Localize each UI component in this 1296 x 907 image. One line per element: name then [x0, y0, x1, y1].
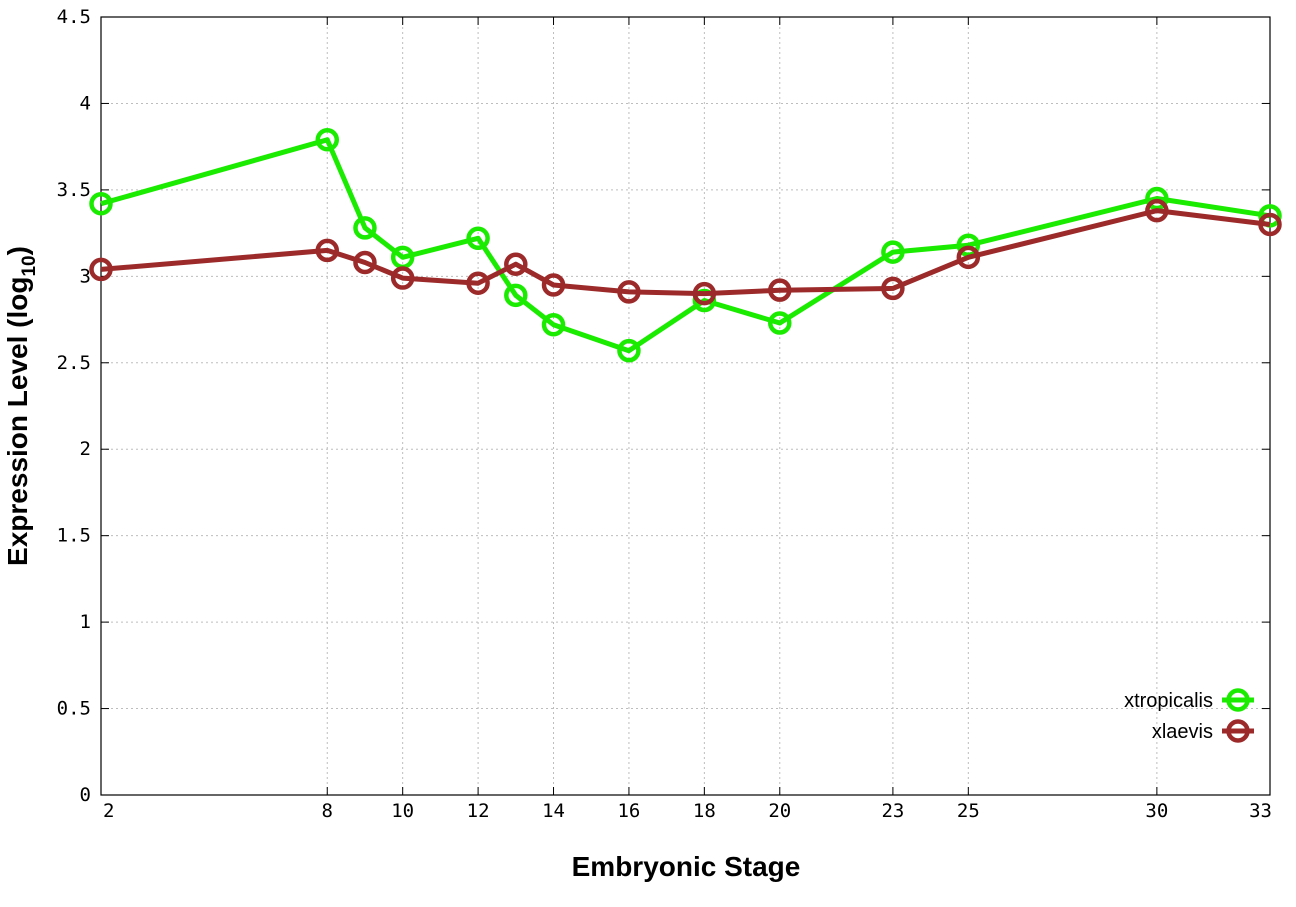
data-point	[353, 216, 377, 240]
y-tick-label: 0	[80, 784, 91, 806]
data-point	[1145, 198, 1169, 223]
y-axis-title: Expression Level (log10)	[2, 246, 40, 566]
y-axis-title-close: )	[2, 246, 33, 255]
data-point	[541, 312, 566, 337]
x-tick-label: 33	[1249, 800, 1272, 822]
x-tick-label: 12	[467, 800, 490, 822]
data-point	[956, 233, 981, 257]
x-tick-label: 2	[103, 800, 114, 822]
x-tick-label: 14	[542, 800, 565, 822]
x-tick-label: 23	[881, 800, 904, 822]
y-tick-label: 1.5	[57, 525, 91, 547]
axis-ticks: 0 0.5 1 1.5 2 2.5 3 3.5 4 4.5 2 8 10 12 14 16 18 20 23 25 30…	[57, 6, 1272, 822]
y-tick-label: 4.5	[57, 6, 91, 28]
data-point	[881, 276, 905, 301]
legend-label: xlaevis	[1152, 721, 1213, 743]
y-tick-label: 4	[80, 92, 91, 114]
data-point	[541, 273, 566, 297]
x-tick-label: 18	[693, 800, 716, 822]
data-point	[617, 280, 641, 304]
series-line	[100, 137, 1271, 354]
data-point	[89, 191, 113, 216]
data-point	[692, 281, 717, 306]
data-point	[353, 250, 377, 275]
x-axis-title: Embryonic Stage	[572, 851, 801, 882]
data-point	[692, 288, 717, 313]
x-tick-label: 16	[617, 800, 640, 822]
data-point	[89, 257, 113, 282]
y-axis-title-main: Expression Level (log	[2, 277, 33, 566]
series-xlaevis	[89, 198, 1282, 306]
data-point	[768, 278, 792, 302]
legend-marker-swatch	[1226, 688, 1250, 712]
x-tick-label: 20	[768, 800, 791, 822]
data-point	[315, 238, 340, 263]
data-point	[315, 128, 340, 152]
y-tick-label: 3.5	[57, 179, 91, 201]
y-tick-label: 0.5	[57, 698, 91, 720]
data-point	[466, 226, 490, 251]
legend-label: xtropicalis	[1124, 690, 1213, 712]
x-tick-label: 8	[322, 800, 333, 822]
data-point	[956, 245, 981, 270]
data-point	[617, 338, 641, 363]
x-tick-label: 30	[1145, 800, 1168, 822]
data-point	[504, 283, 528, 308]
legend: xtropicalis xlaevis	[1124, 688, 1254, 743]
x-tick-label: 25	[957, 800, 980, 822]
data-point	[1258, 212, 1282, 237]
plot-frame	[100, 16, 1271, 796]
y-axis-title-subscript: 10	[19, 255, 40, 276]
y-tick-label: 1	[80, 611, 91, 633]
y-tick-label: 2.5	[57, 352, 91, 374]
data-point	[1258, 204, 1282, 228]
series-xtropicalis	[89, 128, 1282, 363]
y-tick-label: 3	[80, 265, 91, 287]
data-point	[466, 271, 490, 295]
series-line	[100, 208, 1271, 297]
y-tick-label: 2	[80, 438, 91, 460]
grid	[101, 17, 1270, 795]
x-tick-label: 10	[391, 800, 414, 822]
data-point	[1145, 186, 1169, 211]
data-point	[390, 266, 415, 290]
data-point	[504, 252, 528, 276]
data-point	[768, 311, 792, 335]
legend-marker-swatch	[1226, 719, 1250, 743]
series-layer	[89, 128, 1282, 363]
data-point	[881, 240, 905, 264]
